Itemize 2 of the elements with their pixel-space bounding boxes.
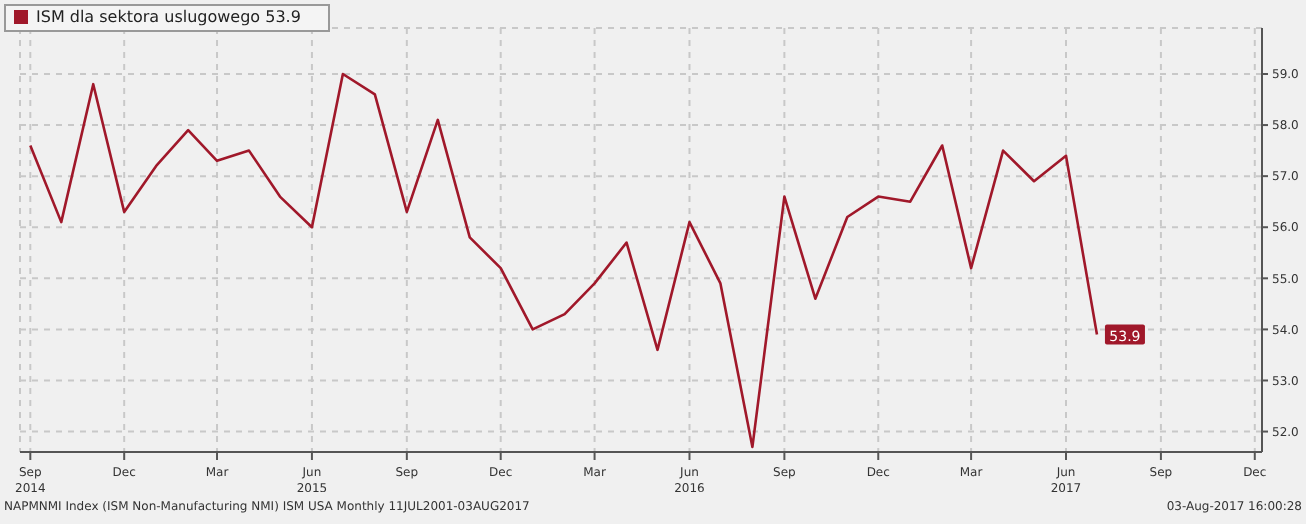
line-series: [29, 72, 1099, 449]
legend-label: ISM dla sektora uslugowego 53.9: [36, 8, 301, 26]
